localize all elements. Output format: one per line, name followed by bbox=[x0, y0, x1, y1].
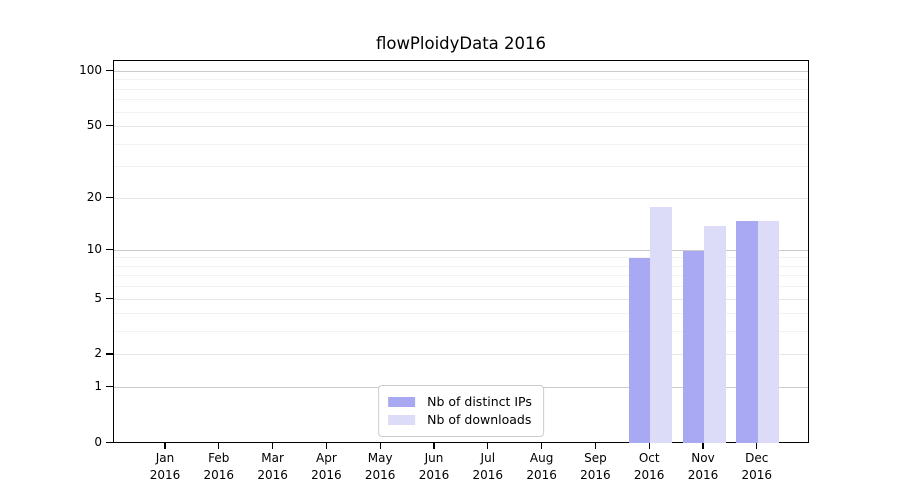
x-tick-month: Sep bbox=[584, 451, 607, 465]
x-tick-year: 2016 bbox=[257, 467, 288, 482]
x-tick-label: Apr 2016 bbox=[294, 450, 358, 483]
x-tick-label: Sep 2016 bbox=[563, 450, 627, 483]
x-tick-label: Oct 2016 bbox=[617, 450, 681, 483]
x-tick-mark bbox=[433, 443, 435, 449]
x-tick-year: 2016 bbox=[633, 467, 665, 482]
gridline-minor bbox=[114, 265, 808, 267]
y-tick-mark bbox=[106, 70, 113, 72]
gridline-minor bbox=[114, 275, 808, 277]
x-tick-year: 2016 bbox=[741, 467, 773, 482]
x-tick-mark bbox=[325, 443, 327, 449]
x-tick-month: Jul bbox=[480, 451, 496, 465]
x-tick-label: Jan 2016 bbox=[133, 450, 197, 483]
x-tick-mark bbox=[648, 443, 650, 449]
x-tick-month: Oct bbox=[638, 451, 660, 465]
x-tick-month: Jun bbox=[424, 451, 444, 465]
x-tick-year: 2016 bbox=[364, 467, 396, 482]
y-tick-label: 50 bbox=[86, 118, 102, 133]
gridline-major bbox=[114, 249, 808, 251]
bar-dec-series0 bbox=[736, 220, 758, 443]
y-tick-label: 5 bbox=[94, 290, 102, 305]
bar-oct-series1 bbox=[650, 206, 672, 443]
y-tick-label: 20 bbox=[86, 189, 102, 204]
x-tick-year: 2016 bbox=[580, 467, 611, 482]
legend-entry: Nb of distinct IPs bbox=[388, 394, 532, 410]
gridline-minor bbox=[114, 286, 808, 288]
x-tick-label: Jul 2016 bbox=[456, 450, 520, 483]
legend-swatch bbox=[388, 397, 416, 407]
bar-nov-series1 bbox=[704, 225, 726, 443]
x-tick-month: Feb bbox=[208, 451, 230, 465]
y-tick-mark bbox=[106, 386, 113, 388]
y-tick-mark bbox=[106, 196, 113, 198]
x-tick-month: Jan bbox=[155, 451, 175, 465]
plot-area: Nb of distinct IPs Nb of downloads bbox=[113, 60, 809, 443]
y-tick-mark bbox=[106, 125, 113, 127]
gridline-minor bbox=[114, 99, 808, 101]
gridline-medium bbox=[114, 354, 808, 356]
gridline-minor bbox=[114, 111, 808, 113]
x-tick-mark bbox=[541, 443, 543, 449]
x-tick-year: 2016 bbox=[149, 467, 181, 482]
y-tick-mark bbox=[106, 297, 113, 299]
x-tick-label: Mar 2016 bbox=[241, 450, 305, 483]
x-tick-label: Jun 2016 bbox=[402, 450, 466, 483]
x-tick-month: May bbox=[367, 451, 393, 465]
x-tick-mark bbox=[756, 443, 758, 449]
x-tick-label: May 2016 bbox=[348, 450, 412, 483]
x-tick-year: 2016 bbox=[472, 467, 504, 482]
legend-label: Nb of distinct IPs bbox=[427, 394, 532, 409]
gridline-medium bbox=[114, 126, 808, 128]
x-tick-year: 2016 bbox=[203, 467, 235, 482]
y-tick-mark bbox=[106, 248, 113, 250]
x-tick-year: 2016 bbox=[687, 467, 719, 482]
x-tick-year: 2016 bbox=[526, 467, 557, 482]
gridline-minor bbox=[114, 313, 808, 315]
x-tick-label: Feb 2016 bbox=[187, 450, 251, 483]
y-tick-label: 100 bbox=[79, 63, 102, 77]
x-tick-mark bbox=[164, 443, 166, 449]
bar-nov-series0 bbox=[682, 250, 704, 443]
y-tick-mark bbox=[106, 353, 113, 355]
gridline-minor bbox=[114, 257, 808, 259]
x-tick-year: 2016 bbox=[418, 467, 450, 482]
legend-label: Nb of downloads bbox=[427, 412, 532, 427]
gridline-minor bbox=[114, 331, 808, 333]
x-tick-month: Aug bbox=[529, 451, 554, 465]
x-tick-label: Dec 2016 bbox=[725, 450, 789, 483]
legend-swatch bbox=[388, 415, 416, 425]
bar-dec-series1 bbox=[757, 220, 780, 443]
x-tick-mark bbox=[487, 443, 489, 449]
x-tick-year: 2016 bbox=[311, 467, 342, 482]
x-tick-month: Dec bbox=[745, 451, 769, 465]
x-tick-month: Nov bbox=[691, 451, 715, 465]
gridline-minor bbox=[114, 88, 808, 90]
bar-oct-series0 bbox=[628, 258, 651, 443]
legend-entry: Nb of downloads bbox=[388, 412, 532, 428]
y-tick-label: 2 bbox=[94, 346, 102, 361]
gridline-minor bbox=[114, 79, 808, 81]
y-tick-mark bbox=[106, 442, 113, 444]
x-tick-month: Apr bbox=[316, 451, 337, 465]
x-tick-mark bbox=[702, 443, 704, 449]
x-tick-label: Aug 2016 bbox=[510, 450, 574, 483]
x-tick-label: Nov 2016 bbox=[671, 450, 735, 483]
gridline-minor bbox=[114, 166, 808, 168]
x-tick-mark bbox=[594, 443, 596, 449]
y-tick-label: 1 bbox=[94, 379, 102, 394]
y-tick-label: 10 bbox=[86, 241, 102, 256]
x-tick-mark bbox=[379, 443, 381, 449]
x-tick-mark bbox=[218, 443, 220, 449]
y-tick-label: 0 bbox=[94, 435, 102, 449]
gridline-minor bbox=[114, 143, 808, 145]
gridline-major bbox=[114, 71, 808, 72]
legend: Nb of distinct IPs Nb of downloads bbox=[378, 385, 544, 437]
gridline-medium bbox=[114, 298, 808, 300]
chart-title: flowPloidyData 2016 bbox=[375, 34, 547, 53]
x-tick-month: Mar bbox=[261, 451, 284, 465]
gridline-medium bbox=[114, 197, 808, 199]
x-tick-mark bbox=[272, 443, 274, 449]
